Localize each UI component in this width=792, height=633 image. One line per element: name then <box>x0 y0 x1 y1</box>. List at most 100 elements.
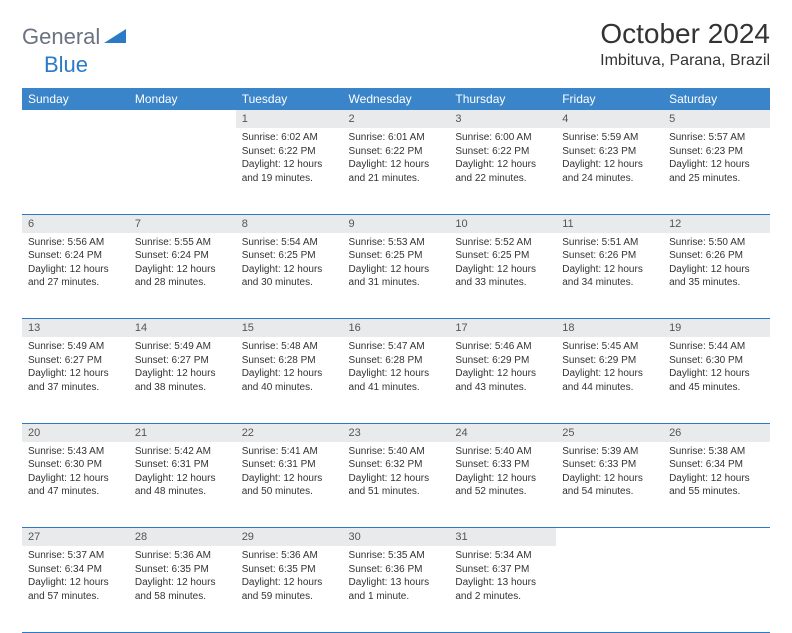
day-cell-content: Sunrise: 6:02 AMSunset: 6:22 PMDaylight:… <box>236 128 343 191</box>
day-number-cell: 6 <box>22 214 129 233</box>
sunset-text: Sunset: 6:24 PM <box>28 249 123 263</box>
sunrise-text: Sunrise: 5:49 AM <box>28 340 123 354</box>
daylight-text: Daylight: 12 hours and 38 minutes. <box>135 367 230 394</box>
sunrise-text: Sunrise: 5:41 AM <box>242 445 337 459</box>
day-cell: Sunrise: 5:53 AMSunset: 6:25 PMDaylight:… <box>343 233 450 319</box>
month-title: October 2024 <box>600 18 770 50</box>
day-cell-content: Sunrise: 6:00 AMSunset: 6:22 PMDaylight:… <box>449 128 556 191</box>
sunset-text: Sunset: 6:24 PM <box>135 249 230 263</box>
daylight-text: Daylight: 12 hours and 54 minutes. <box>562 472 657 499</box>
daylight-text: Daylight: 12 hours and 47 minutes. <box>28 472 123 499</box>
sunrise-text: Sunrise: 5:56 AM <box>28 236 123 250</box>
day-cell: Sunrise: 5:57 AMSunset: 6:23 PMDaylight:… <box>663 128 770 214</box>
logo-text-general: General <box>22 24 100 50</box>
daylight-text: Daylight: 12 hours and 33 minutes. <box>455 263 550 290</box>
day-number-cell: 22 <box>236 423 343 442</box>
daylight-text: Daylight: 12 hours and 24 minutes. <box>562 158 657 185</box>
day-cell <box>22 128 129 214</box>
day-cell: Sunrise: 5:38 AMSunset: 6:34 PMDaylight:… <box>663 442 770 528</box>
daylight-text: Daylight: 12 hours and 55 minutes. <box>669 472 764 499</box>
day-number-cell: 20 <box>22 423 129 442</box>
sunrise-text: Sunrise: 5:39 AM <box>562 445 657 459</box>
sunrise-text: Sunrise: 5:43 AM <box>28 445 123 459</box>
day-cell-content: Sunrise: 5:37 AMSunset: 6:34 PMDaylight:… <box>22 546 129 609</box>
sunset-text: Sunset: 6:22 PM <box>455 145 550 159</box>
sunset-text: Sunset: 6:30 PM <box>669 354 764 368</box>
day-cell: Sunrise: 6:02 AMSunset: 6:22 PMDaylight:… <box>236 128 343 214</box>
day-cell: Sunrise: 5:49 AMSunset: 6:27 PMDaylight:… <box>22 337 129 423</box>
day-cell: Sunrise: 5:41 AMSunset: 6:31 PMDaylight:… <box>236 442 343 528</box>
day-number-cell: 27 <box>22 528 129 547</box>
day-number-cell: 16 <box>343 319 450 338</box>
calendar-header-row: SundayMondayTuesdayWednesdayThursdayFrid… <box>22 88 770 110</box>
content-row: Sunrise: 5:43 AMSunset: 6:30 PMDaylight:… <box>22 442 770 528</box>
daylight-text: Daylight: 13 hours and 1 minute. <box>349 576 444 603</box>
sunrise-text: Sunrise: 5:59 AM <box>562 131 657 145</box>
daylight-text: Daylight: 12 hours and 31 minutes. <box>349 263 444 290</box>
sunset-text: Sunset: 6:27 PM <box>28 354 123 368</box>
sunset-text: Sunset: 6:31 PM <box>242 458 337 472</box>
day-cell: Sunrise: 5:37 AMSunset: 6:34 PMDaylight:… <box>22 546 129 632</box>
sunset-text: Sunset: 6:26 PM <box>669 249 764 263</box>
day-number-cell: 30 <box>343 528 450 547</box>
calendar-body: 12345Sunrise: 6:02 AMSunset: 6:22 PMDayl… <box>22 110 770 632</box>
day-number-cell: 8 <box>236 214 343 233</box>
day-cell-content <box>129 128 236 137</box>
day-cell-content: Sunrise: 5:34 AMSunset: 6:37 PMDaylight:… <box>449 546 556 609</box>
sunrise-text: Sunrise: 5:36 AM <box>242 549 337 563</box>
sunset-text: Sunset: 6:26 PM <box>562 249 657 263</box>
day-cell: Sunrise: 5:36 AMSunset: 6:35 PMDaylight:… <box>129 546 236 632</box>
day-header: Thursday <box>449 88 556 110</box>
day-number-cell: 23 <box>343 423 450 442</box>
daylight-text: Daylight: 12 hours and 35 minutes. <box>669 263 764 290</box>
day-cell-content: Sunrise: 5:41 AMSunset: 6:31 PMDaylight:… <box>236 442 343 505</box>
day-cell-content <box>556 546 663 555</box>
day-number-cell: 2 <box>343 110 450 128</box>
title-block: October 2024 Imbituva, Parana, Brazil <box>600 18 770 70</box>
sunrise-text: Sunrise: 5:50 AM <box>669 236 764 250</box>
day-number-cell: 14 <box>129 319 236 338</box>
day-cell-content: Sunrise: 5:49 AMSunset: 6:27 PMDaylight:… <box>129 337 236 400</box>
day-number-cell: 15 <box>236 319 343 338</box>
day-cell: Sunrise: 5:50 AMSunset: 6:26 PMDaylight:… <box>663 233 770 319</box>
daylight-text: Daylight: 12 hours and 22 minutes. <box>455 158 550 185</box>
daylight-text: Daylight: 12 hours and 57 minutes. <box>28 576 123 603</box>
day-cell: Sunrise: 5:43 AMSunset: 6:30 PMDaylight:… <box>22 442 129 528</box>
sunset-text: Sunset: 6:35 PM <box>135 563 230 577</box>
day-cell: Sunrise: 5:52 AMSunset: 6:25 PMDaylight:… <box>449 233 556 319</box>
daylight-text: Daylight: 12 hours and 59 minutes. <box>242 576 337 603</box>
day-header: Wednesday <box>343 88 450 110</box>
day-number-cell: 17 <box>449 319 556 338</box>
sunset-text: Sunset: 6:29 PM <box>562 354 657 368</box>
daylight-text: Daylight: 12 hours and 44 minutes. <box>562 367 657 394</box>
day-cell-content: Sunrise: 6:01 AMSunset: 6:22 PMDaylight:… <box>343 128 450 191</box>
daylight-text: Daylight: 12 hours and 34 minutes. <box>562 263 657 290</box>
daylight-text: Daylight: 12 hours and 58 minutes. <box>135 576 230 603</box>
day-number-cell: 19 <box>663 319 770 338</box>
day-cell-content: Sunrise: 5:49 AMSunset: 6:27 PMDaylight:… <box>22 337 129 400</box>
sunrise-text: Sunrise: 5:52 AM <box>455 236 550 250</box>
sunrise-text: Sunrise: 5:40 AM <box>349 445 444 459</box>
sunrise-text: Sunrise: 5:40 AM <box>455 445 550 459</box>
daynum-row: 2728293031 <box>22 528 770 547</box>
daylight-text: Daylight: 13 hours and 2 minutes. <box>455 576 550 603</box>
day-cell-content: Sunrise: 5:44 AMSunset: 6:30 PMDaylight:… <box>663 337 770 400</box>
day-number-cell: 4 <box>556 110 663 128</box>
day-cell <box>556 546 663 632</box>
sunset-text: Sunset: 6:22 PM <box>349 145 444 159</box>
sunset-text: Sunset: 6:25 PM <box>455 249 550 263</box>
day-cell-content: Sunrise: 5:57 AMSunset: 6:23 PMDaylight:… <box>663 128 770 191</box>
daynum-row: 13141516171819 <box>22 319 770 338</box>
day-number-cell: 28 <box>129 528 236 547</box>
sunrise-text: Sunrise: 5:47 AM <box>349 340 444 354</box>
day-number-cell <box>663 528 770 547</box>
sunset-text: Sunset: 6:25 PM <box>242 249 337 263</box>
daylight-text: Daylight: 12 hours and 19 minutes. <box>242 158 337 185</box>
sunset-text: Sunset: 6:28 PM <box>242 354 337 368</box>
sunset-text: Sunset: 6:32 PM <box>349 458 444 472</box>
day-number-cell: 1 <box>236 110 343 128</box>
day-number-cell: 26 <box>663 423 770 442</box>
day-number-cell: 25 <box>556 423 663 442</box>
day-cell-content: Sunrise: 5:38 AMSunset: 6:34 PMDaylight:… <box>663 442 770 505</box>
sunset-text: Sunset: 6:34 PM <box>28 563 123 577</box>
